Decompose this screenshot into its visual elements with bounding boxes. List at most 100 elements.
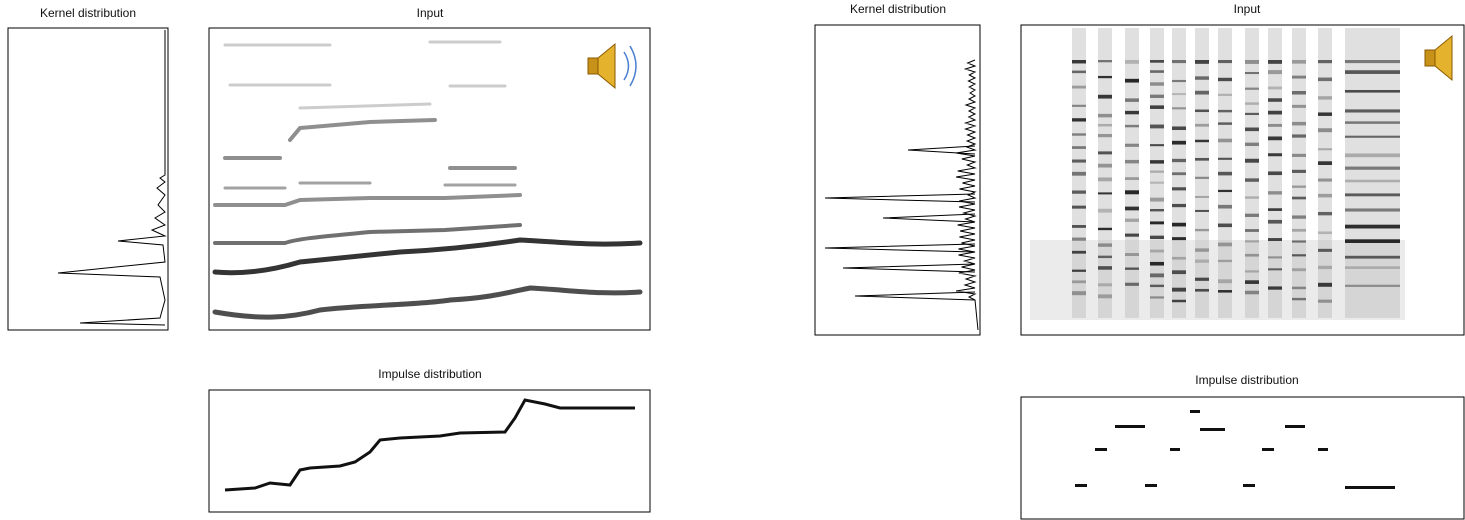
harmonic	[1195, 76, 1209, 79]
harmonic	[1072, 291, 1086, 295]
harmonic	[1098, 95, 1112, 99]
figure: Kernel distribution Input Impulse distri…	[0, 0, 1465, 520]
harmonic	[1172, 126, 1186, 130]
harmonic	[1268, 191, 1282, 194]
harmonic	[1150, 160, 1164, 163]
band	[1195, 28, 1209, 318]
harmonic	[1172, 300, 1186, 302]
impulse	[1075, 484, 1087, 487]
harmonic	[1125, 283, 1139, 286]
harmonic	[1172, 288, 1186, 292]
harmonic	[1098, 114, 1112, 118]
harmonic	[1245, 270, 1259, 272]
harmonic	[1072, 105, 1086, 107]
harmonic	[1195, 248, 1209, 251]
harmonic	[1268, 70, 1282, 74]
harmonic	[1292, 134, 1306, 137]
harmonic	[1292, 76, 1306, 79]
harmonic	[1318, 60, 1332, 63]
impulse	[1095, 448, 1107, 451]
harmonic	[1218, 172, 1232, 176]
harmonic	[1245, 102, 1259, 104]
harmonic	[1318, 283, 1332, 287]
harmonic	[1125, 160, 1139, 163]
band	[1318, 28, 1332, 318]
harmonic	[1072, 86, 1086, 89]
harmonic	[1172, 60, 1186, 63]
harmonic	[1318, 78, 1332, 82]
harmonic	[1195, 158, 1209, 161]
harmonic	[1150, 182, 1164, 184]
harmonic	[1245, 60, 1259, 64]
harmonic	[1072, 238, 1086, 241]
harmonic	[1098, 76, 1112, 78]
harmonic	[1292, 186, 1306, 188]
harmonic	[1195, 260, 1209, 263]
harmonic	[1098, 124, 1112, 126]
harmonic	[1318, 148, 1332, 150]
harmonic	[1345, 153, 1400, 157]
harmonic	[1150, 209, 1164, 211]
harmonic	[1268, 256, 1282, 258]
panel-title: Kernel distribution	[40, 6, 136, 20]
impulse	[1145, 484, 1157, 487]
harmonic	[1195, 91, 1209, 95]
harmonic	[1072, 270, 1086, 272]
band	[1125, 28, 1139, 318]
harmonic	[1345, 90, 1400, 93]
harmonic	[1245, 291, 1259, 295]
impulse	[1243, 484, 1255, 487]
panel-title: Impulse distribution	[378, 367, 481, 381]
harmonic	[1172, 187, 1186, 190]
impulse	[1115, 425, 1145, 428]
harmonic	[1345, 60, 1400, 63]
harmonic	[1150, 125, 1164, 129]
harmonic	[1245, 113, 1259, 115]
harmonic	[1268, 268, 1282, 270]
harmonic	[1292, 91, 1306, 95]
harmonic	[1150, 144, 1164, 146]
harmonic	[1150, 262, 1164, 266]
harmonic	[1268, 220, 1282, 224]
harmonic	[1150, 236, 1164, 239]
harmonic	[1195, 110, 1209, 113]
harmonic	[1318, 179, 1332, 182]
harmonic	[1072, 206, 1086, 209]
harmonic	[1345, 285, 1400, 287]
harmonic	[1195, 196, 1209, 198]
harmonic	[1345, 239, 1400, 243]
harmonic	[1345, 225, 1400, 229]
harmonic	[1292, 170, 1306, 173]
harmonic	[1245, 178, 1259, 181]
harmonic	[1292, 298, 1306, 300]
impulse	[1345, 486, 1395, 489]
harmonic	[1150, 273, 1164, 277]
harmonic	[1292, 122, 1306, 126]
harmonic	[1218, 139, 1232, 143]
harmonic	[1218, 158, 1232, 160]
harmonic	[1218, 290, 1232, 293]
harmonic	[1195, 177, 1209, 179]
harmonic	[1218, 122, 1232, 124]
harmonic	[1072, 60, 1086, 63]
harmonic	[1072, 146, 1086, 149]
page: Kernel distribution Input Impulse distri…	[0, 0, 1465, 520]
harmonic	[1150, 60, 1164, 63]
harmonic	[1292, 215, 1306, 218]
harmonic	[1268, 87, 1282, 90]
harmonic	[1172, 257, 1186, 260]
harmonic	[1292, 254, 1306, 256]
harmonic	[1318, 128, 1332, 132]
harmonic	[1125, 111, 1139, 114]
harmonic	[1345, 266, 1400, 269]
harmonic	[1245, 214, 1259, 217]
harmonic	[1318, 96, 1332, 99]
harmonic	[1125, 234, 1139, 237]
harmonic	[1218, 78, 1232, 81]
harmonic	[1150, 171, 1164, 173]
harmonic	[1098, 192, 1112, 194]
harmonic	[1292, 60, 1306, 64]
harmonic	[1268, 208, 1282, 211]
harmonic	[1125, 253, 1139, 256]
harmonic	[1345, 167, 1400, 170]
